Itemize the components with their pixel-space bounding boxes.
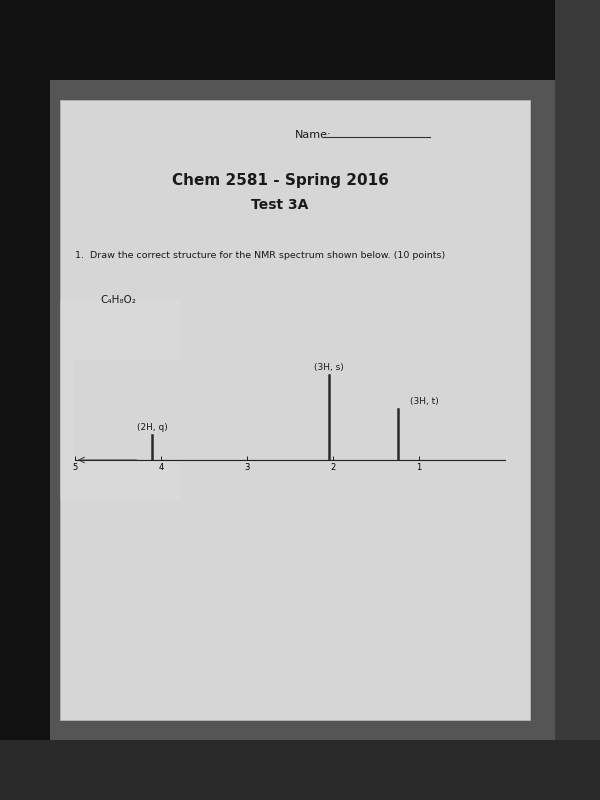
- Text: Test 3A: Test 3A: [251, 198, 308, 212]
- Text: (3H, t): (3H, t): [410, 397, 439, 406]
- Text: C₄H₈O₂: C₄H₈O₂: [100, 295, 136, 305]
- Bar: [50, 80, 555, 740]
- Text: Name:: Name:: [295, 130, 332, 140]
- Bar: [0, 0, 50, 800]
- Bar: [555, 0, 600, 800]
- Text: (3H, s): (3H, s): [314, 363, 344, 372]
- Text: (2H, q): (2H, q): [137, 423, 168, 432]
- Text: Chem 2581 - Spring 2016: Chem 2581 - Spring 2016: [172, 173, 388, 187]
- Bar: [60, 100, 530, 720]
- Bar: [0, 0, 600, 80]
- Text: 1.  Draw the correct structure for the NMR spectrum shown below. (10 points): 1. Draw the correct structure for the NM…: [75, 250, 445, 259]
- Bar: [0, 740, 600, 800]
- Bar: [60, 300, 180, 500]
